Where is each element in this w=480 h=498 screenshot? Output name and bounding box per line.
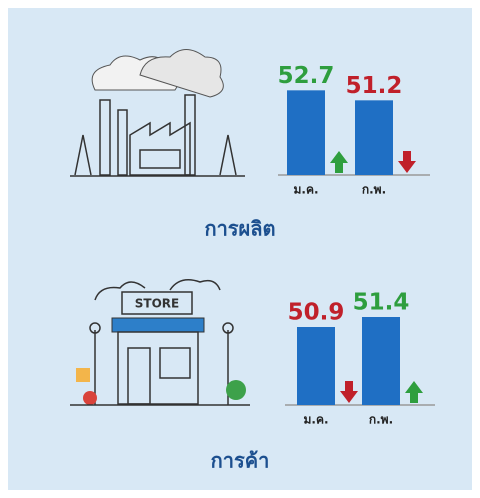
store-icon (70, 279, 250, 406)
trend-arrow (405, 381, 423, 403)
trend-arrow (330, 151, 348, 173)
factory-icon (70, 49, 245, 177)
category-label: ม.ค. (293, 183, 318, 197)
bar (297, 327, 335, 405)
value-label: 50.9 (288, 300, 345, 326)
trend-arrow (340, 381, 358, 403)
bar (287, 90, 325, 175)
chart-title: การค้า (211, 449, 270, 473)
store-sign: STORE (135, 297, 179, 311)
category-label: ม.ค. (303, 413, 328, 427)
category-label: ก.พ. (362, 183, 386, 197)
trend-arrow (398, 151, 416, 173)
bar (362, 317, 400, 405)
panel (8, 8, 472, 490)
value-label: 52.7 (278, 63, 335, 89)
bar (355, 100, 393, 175)
value-label: 51.2 (346, 73, 403, 99)
chart-title: การผลิต (204, 217, 275, 241)
value-label: 51.4 (353, 290, 410, 316)
category-label: ก.พ. (369, 413, 393, 427)
